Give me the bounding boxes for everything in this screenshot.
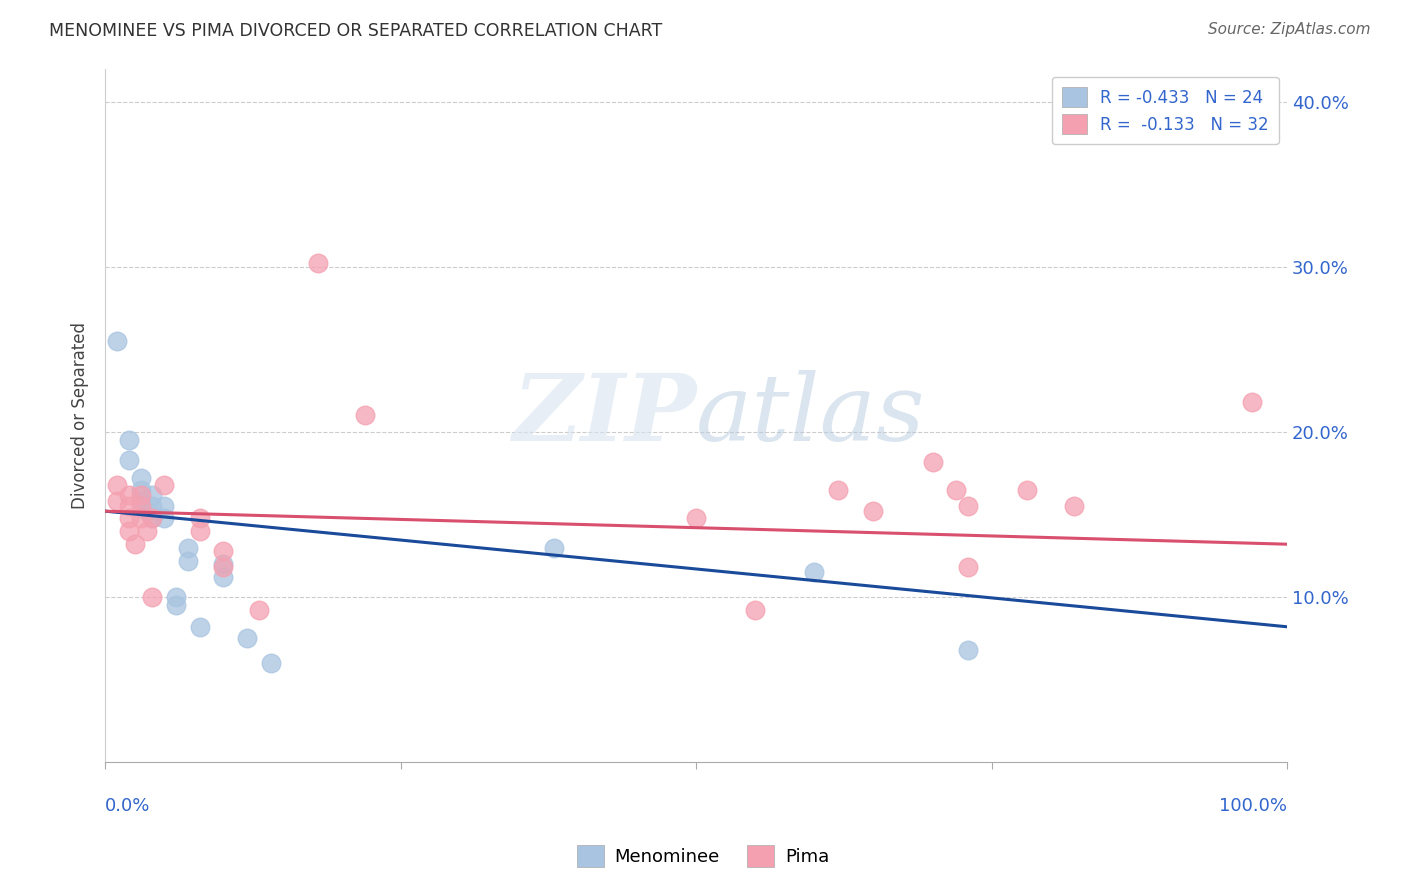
- Point: [260, 656, 283, 670]
- Point: [105, 477, 128, 491]
- Point: [141, 488, 163, 502]
- Point: [129, 488, 152, 502]
- Point: [118, 453, 141, 467]
- Point: [165, 599, 187, 613]
- Point: [247, 603, 270, 617]
- Point: [177, 554, 200, 568]
- Point: [118, 510, 141, 524]
- Point: [188, 620, 211, 634]
- Point: [354, 409, 377, 423]
- Point: [188, 524, 211, 538]
- Point: [921, 455, 943, 469]
- Point: [118, 433, 141, 447]
- Point: [118, 500, 141, 514]
- Point: [141, 590, 163, 604]
- Point: [685, 510, 707, 524]
- Point: [1240, 395, 1263, 409]
- Point: [153, 500, 176, 514]
- Point: [827, 483, 849, 497]
- Point: [129, 510, 152, 524]
- Point: [236, 632, 259, 646]
- Point: [118, 524, 141, 538]
- Text: Source: ZipAtlas.com: Source: ZipAtlas.com: [1208, 22, 1371, 37]
- Point: [129, 471, 152, 485]
- Point: [188, 510, 211, 524]
- Point: [945, 483, 967, 497]
- Point: [141, 510, 163, 524]
- Point: [129, 500, 152, 514]
- Legend: Menominee, Pima: Menominee, Pima: [569, 838, 837, 874]
- Point: [124, 537, 146, 551]
- Point: [165, 590, 187, 604]
- Text: atlas: atlas: [696, 370, 925, 460]
- Point: [129, 483, 152, 497]
- Point: [141, 500, 163, 514]
- Point: [1063, 500, 1085, 514]
- Point: [803, 566, 825, 580]
- Point: [744, 603, 766, 617]
- Text: 0.0%: 0.0%: [105, 797, 150, 815]
- Text: ZIP: ZIP: [512, 370, 696, 460]
- Point: [862, 504, 884, 518]
- Text: 100.0%: 100.0%: [1219, 797, 1286, 815]
- Point: [129, 494, 152, 508]
- Point: [135, 524, 157, 538]
- Point: [956, 560, 979, 574]
- Point: [956, 643, 979, 657]
- Text: MENOMINEE VS PIMA DIVORCED OR SEPARATED CORRELATION CHART: MENOMINEE VS PIMA DIVORCED OR SEPARATED …: [49, 22, 662, 40]
- Point: [153, 477, 176, 491]
- Point: [307, 256, 329, 270]
- Point: [153, 510, 176, 524]
- Point: [212, 560, 235, 574]
- Point: [105, 334, 128, 348]
- Y-axis label: Divorced or Separated: Divorced or Separated: [72, 322, 89, 508]
- Point: [105, 494, 128, 508]
- Point: [135, 504, 157, 518]
- Point: [1015, 483, 1038, 497]
- Point: [212, 543, 235, 558]
- Point: [212, 557, 235, 571]
- Point: [543, 541, 565, 555]
- Legend: R = -0.433   N = 24, R =  -0.133   N = 32: R = -0.433 N = 24, R = -0.133 N = 32: [1052, 77, 1278, 145]
- Point: [177, 541, 200, 555]
- Point: [141, 510, 163, 524]
- Point: [956, 500, 979, 514]
- Point: [118, 488, 141, 502]
- Point: [212, 570, 235, 584]
